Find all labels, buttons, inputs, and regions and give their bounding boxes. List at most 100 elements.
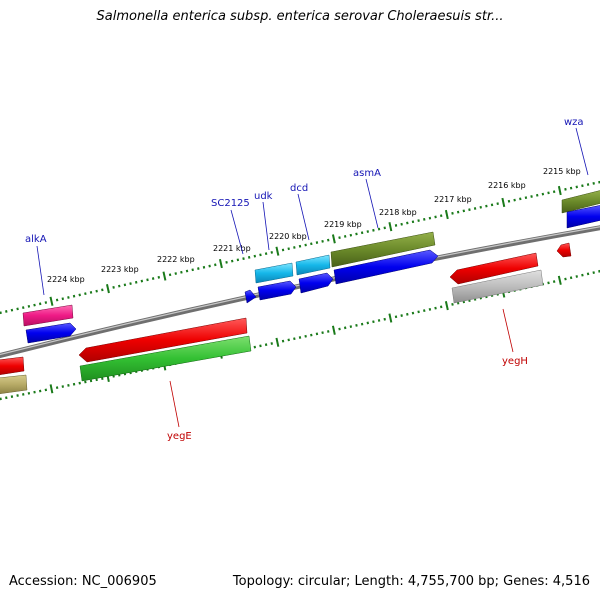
minor-tick <box>304 334 307 338</box>
minor-tick <box>168 273 172 277</box>
minor-tick <box>462 209 466 213</box>
major-tick <box>49 296 54 306</box>
major-tick <box>444 209 449 220</box>
minor-tick <box>473 207 477 210</box>
minor-tick <box>417 219 420 222</box>
minor-tick <box>315 332 319 336</box>
gene-green-yegE[interactable] <box>79 335 252 382</box>
minor-tick <box>564 277 567 281</box>
gene-block-blue-right[interactable] <box>566 205 600 229</box>
minor-tick <box>490 203 494 207</box>
label-alkA[interactable]: alkA <box>25 234 47 245</box>
label-SC2125[interactable]: SC2125 <box>211 198 250 209</box>
label-yegH[interactable]: yegH <box>502 356 528 367</box>
gene-wza[interactable] <box>561 190 600 214</box>
label-udk[interactable]: udk <box>254 191 273 202</box>
minor-tick <box>55 298 59 302</box>
minor-tick <box>479 205 482 209</box>
minor-tick <box>293 337 296 341</box>
major-tick <box>388 222 393 232</box>
minor-tick <box>575 275 579 278</box>
gene-left-khaki[interactable] <box>0 374 28 394</box>
scale-label-2216: 2216 kbp <box>488 181 526 190</box>
minor-tick <box>338 327 341 331</box>
minor-tick <box>270 251 273 254</box>
minor-tick <box>287 338 290 342</box>
gene-blue-long[interactable] <box>333 249 439 285</box>
minor-tick <box>439 305 443 309</box>
minor-tick <box>61 297 65 301</box>
gene-yegH[interactable] <box>449 252 539 285</box>
minor-tick <box>129 282 132 285</box>
gene-SC2125[interactable] <box>244 289 257 304</box>
minor-tick <box>310 333 313 337</box>
scale-label-2223: 2223 kbp <box>101 265 139 274</box>
label-dcd[interactable]: dcd <box>290 183 308 194</box>
minor-tick <box>394 315 398 319</box>
gene-blue-alkA[interactable] <box>25 322 77 344</box>
minor-tick <box>16 307 19 311</box>
major-tick <box>275 337 280 347</box>
minor-tick <box>400 314 403 317</box>
minor-tick <box>366 230 370 233</box>
minor-tick <box>592 271 595 274</box>
gene-blue-dcd[interactable] <box>298 272 334 294</box>
accession-label: Accession: NC_006905 <box>9 574 157 589</box>
label-yegE[interactable]: yegE <box>167 431 192 442</box>
scale-label-2217: 2217 kbp <box>434 195 472 204</box>
scale-ticks-outer <box>0 180 600 315</box>
gene-udk[interactable] <box>254 262 294 284</box>
leader-wza <box>575 127 589 176</box>
label-asmA[interactable]: asmA <box>353 168 381 179</box>
minor-tick <box>411 311 415 315</box>
gene-gray-yegH[interactable] <box>451 269 544 304</box>
major-tick <box>162 271 167 281</box>
major-tick <box>444 301 449 311</box>
minor-tick <box>118 284 121 288</box>
genome-summary: Topology: circular; Length: 4,755,700 bp… <box>232 574 590 589</box>
minor-tick <box>225 260 228 264</box>
label-wza[interactable]: wza <box>564 117 584 128</box>
minor-tick <box>377 227 381 231</box>
gene-alkA[interactable] <box>22 304 74 327</box>
minor-tick <box>27 304 31 308</box>
minor-tick <box>242 257 245 260</box>
minor-tick <box>377 319 381 322</box>
minor-tick <box>547 281 550 285</box>
gene-asmA[interactable] <box>330 231 436 268</box>
gene-small-red[interactable] <box>556 242 572 258</box>
gene-blue-udk[interactable] <box>257 280 297 301</box>
minor-tick <box>434 215 437 219</box>
minor-tick <box>417 310 420 314</box>
leader-asmA <box>365 178 379 229</box>
minor-tick <box>406 312 409 316</box>
minor-tick <box>264 252 268 256</box>
minor-tick <box>151 277 155 280</box>
leader-udk <box>262 201 270 251</box>
minor-tick <box>44 301 48 304</box>
minor-tick <box>293 246 296 249</box>
minor-tick <box>575 185 578 189</box>
scale-label-2224: 2224 kbp <box>47 275 85 284</box>
gene-yegE[interactable] <box>78 317 248 363</box>
gene-left-red[interactable] <box>0 356 25 375</box>
minor-tick <box>202 265 206 269</box>
minor-tick <box>10 308 14 312</box>
major-tick <box>557 185 562 196</box>
minor-tick <box>439 214 443 218</box>
minor-tick <box>586 272 590 276</box>
genome-title: Salmonella enterica subsp. enterica sero… <box>96 9 504 24</box>
minor-tick <box>72 294 76 298</box>
minor-tick <box>310 242 313 246</box>
minor-tick <box>253 254 257 258</box>
leader-alkA <box>36 245 45 296</box>
forward-genes <box>22 190 600 344</box>
gene-dcd[interactable] <box>295 254 331 276</box>
minor-tick <box>112 285 115 289</box>
minor-tick <box>287 247 290 251</box>
minor-tick <box>157 275 161 279</box>
minor-tick <box>67 296 70 299</box>
minor-tick <box>547 191 550 195</box>
